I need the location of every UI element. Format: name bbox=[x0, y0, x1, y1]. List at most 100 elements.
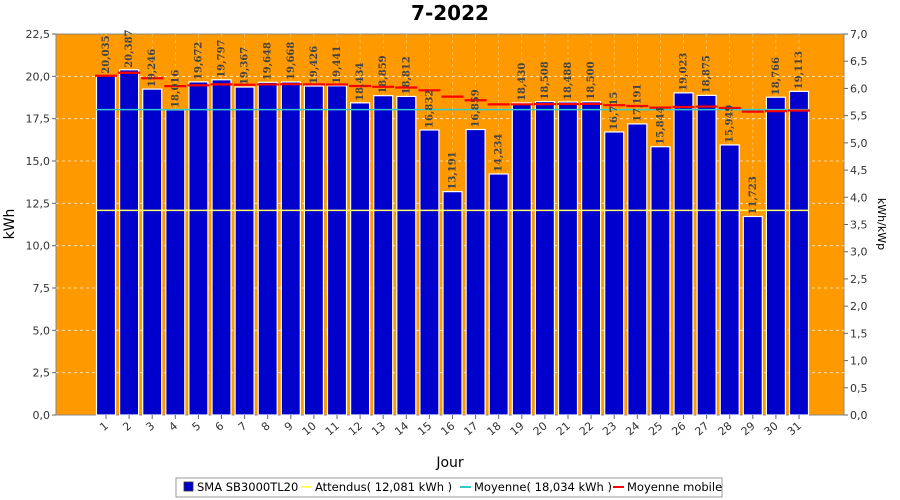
x-tick-label: 12 bbox=[346, 419, 365, 438]
bar bbox=[627, 123, 648, 416]
bar-value-label: 19,648 bbox=[263, 42, 274, 80]
bar bbox=[188, 81, 209, 416]
y-tick-label: 22,5 bbox=[26, 28, 51, 41]
bar bbox=[280, 81, 301, 416]
legend-label: Moyenne( 18,034 kWh ) bbox=[474, 480, 612, 494]
y-right-tick-label: 4,5 bbox=[850, 164, 868, 177]
bar-value-label: 20,387 bbox=[124, 29, 135, 67]
bar-value-label: 18,430 bbox=[517, 63, 528, 101]
reference-lines bbox=[95, 71, 810, 212]
bar bbox=[696, 94, 717, 416]
y-right-tick-label: 0,0 bbox=[850, 409, 868, 422]
x-tick-label: 19 bbox=[508, 419, 527, 438]
bar bbox=[419, 129, 440, 416]
bar bbox=[350, 102, 371, 416]
bar-value-label: 18,766 bbox=[771, 57, 782, 95]
x-tick-label: 21 bbox=[554, 419, 573, 438]
x-tick-label: 27 bbox=[692, 419, 711, 438]
legend-label: Attendus( 12,081 kWh ) bbox=[315, 480, 452, 494]
bar-value-label: 19,246 bbox=[147, 49, 158, 87]
x-tick-label: 3 bbox=[143, 419, 157, 433]
x-tick-label: 2 bbox=[120, 419, 134, 433]
y-axis-label-right: kWh/kWp bbox=[875, 198, 888, 250]
x-tick-label: 6 bbox=[213, 419, 227, 433]
bar bbox=[211, 79, 232, 416]
bar bbox=[604, 131, 625, 416]
bar-value-label: 18,859 bbox=[378, 55, 389, 93]
legend-label: SMA SB3000TL20 bbox=[197, 480, 298, 494]
bar bbox=[396, 95, 417, 416]
bar-value-label: 15,949 bbox=[725, 105, 736, 143]
y-right-tick-label: 7,0 bbox=[850, 28, 868, 41]
bar bbox=[257, 81, 278, 416]
y-tick-label: 20,0 bbox=[26, 70, 51, 83]
y-right-tick-label: 1,5 bbox=[850, 327, 868, 340]
legend-box bbox=[175, 477, 723, 498]
x-tick-label: 26 bbox=[669, 419, 688, 438]
x-tick-label: 16 bbox=[438, 419, 457, 438]
x-tick-label: 4 bbox=[167, 419, 181, 433]
y-tick-label: 2,5 bbox=[33, 367, 51, 380]
x-tick-label: 29 bbox=[739, 419, 758, 438]
bar bbox=[118, 69, 140, 416]
y-right-tick-label: 2,0 bbox=[850, 300, 868, 313]
x-tick-label: 5 bbox=[190, 419, 204, 433]
bar-value-label: 18,434 bbox=[355, 63, 366, 101]
x-tick-label: 15 bbox=[415, 419, 434, 438]
bar-value-label: 15,844 bbox=[655, 106, 666, 144]
bar-value-label: 19,672 bbox=[193, 42, 204, 80]
bar bbox=[719, 144, 740, 416]
y-right-tick-label: 3,5 bbox=[850, 219, 868, 232]
y-right-tick-label: 5,5 bbox=[850, 110, 868, 123]
bar-value-label: 20,035 bbox=[101, 35, 112, 73]
bar-series bbox=[95, 69, 810, 416]
bar-value-label: 13,191 bbox=[448, 151, 459, 189]
bar-value-label: 19,426 bbox=[309, 46, 320, 84]
bar-value-label: 18,500 bbox=[586, 61, 597, 99]
legend-swatch bbox=[183, 481, 194, 492]
y-tick-label: 17,5 bbox=[26, 113, 51, 126]
bar bbox=[373, 95, 394, 416]
y-tick-label: 5,0 bbox=[33, 324, 51, 337]
bar-value-label: 18,812 bbox=[401, 56, 412, 94]
y-tick-label: 12,5 bbox=[26, 197, 51, 210]
bar bbox=[442, 191, 463, 416]
x-tick-label: 9 bbox=[282, 419, 296, 433]
bar bbox=[326, 85, 348, 416]
legend-label: Moyenne mobile bbox=[627, 480, 722, 494]
x-tick-label: 22 bbox=[577, 419, 596, 438]
y-tick-label: 7,5 bbox=[33, 282, 51, 295]
x-tick-label: 20 bbox=[531, 419, 550, 438]
x-tick-label: 25 bbox=[646, 419, 665, 438]
bar bbox=[557, 101, 579, 416]
bar bbox=[142, 88, 163, 416]
bar bbox=[165, 109, 186, 416]
y-right-tick-label: 6,0 bbox=[850, 82, 868, 95]
y-right-tick-label: 2,5 bbox=[850, 273, 868, 286]
bar-value-label: 19,668 bbox=[286, 42, 297, 80]
x-tick-label: 23 bbox=[600, 419, 619, 438]
bar bbox=[673, 92, 694, 416]
x-tick-label: 18 bbox=[485, 419, 504, 438]
bar-value-label: 19,797 bbox=[217, 39, 228, 77]
bar-value-label: 19,441 bbox=[332, 46, 343, 84]
bar bbox=[95, 75, 117, 416]
bar bbox=[788, 90, 810, 416]
bar bbox=[650, 146, 671, 416]
y-tick-label: 15,0 bbox=[26, 155, 51, 168]
bar bbox=[534, 100, 556, 416]
x-axis-label: Jour bbox=[435, 455, 464, 471]
bar bbox=[234, 86, 255, 416]
bar bbox=[765, 96, 787, 416]
x-tick-label: 7 bbox=[236, 419, 250, 433]
y-axis-label: kWh bbox=[2, 209, 18, 240]
bar-value-label: 19,367 bbox=[240, 47, 251, 85]
bar-value-label: 19,023 bbox=[679, 53, 690, 91]
y-axis-right: 0,0 0,5 1,0 1,5 2,0 2,5 3,0 3,5 4,0 4,5 5,0 5,5 6,0 6… bbox=[844, 28, 868, 422]
bar bbox=[580, 101, 602, 416]
bar bbox=[742, 215, 763, 416]
bar-value-label: 18,016 bbox=[170, 70, 181, 108]
x-tick-label: 8 bbox=[259, 419, 273, 433]
y-tick-label: 10,0 bbox=[26, 240, 51, 253]
